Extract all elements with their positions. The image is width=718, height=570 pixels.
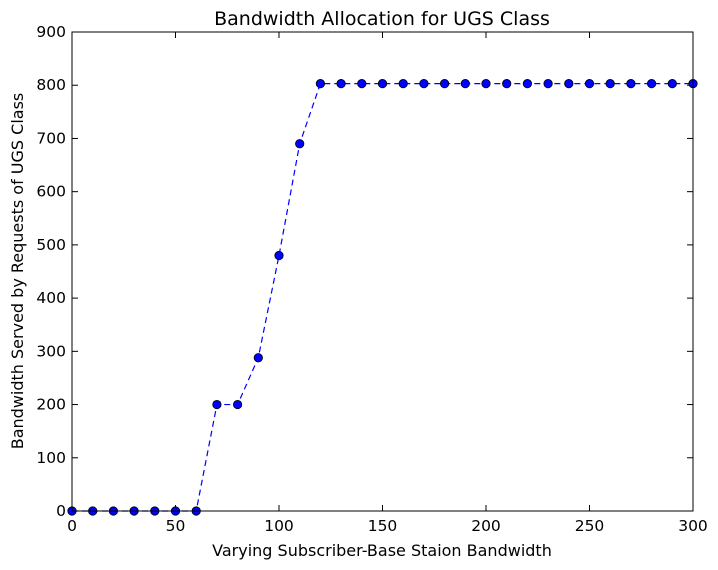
- y-tick-label: 300: [36, 342, 66, 360]
- data-point: [564, 79, 574, 89]
- data-point: [646, 79, 657, 89]
- x-axis-label: Varying Subscriber-Base Staion Bandwidth: [212, 541, 552, 560]
- series-line: [72, 83, 693, 512]
- y-tick-label: 800: [36, 76, 66, 94]
- data-point: [626, 79, 636, 89]
- data-point: [357, 79, 367, 89]
- data-point: [481, 79, 491, 89]
- x-tick-label: 300: [678, 517, 708, 535]
- y-tick-label: 900: [36, 23, 66, 41]
- data-series: [67, 79, 698, 516]
- data-point: [543, 79, 553, 89]
- plot-frame: [71, 31, 694, 512]
- y-tick-label: 700: [36, 129, 66, 147]
- data-point: [398, 79, 408, 89]
- chart-title: Bandwidth Allocation for UGS Class: [214, 8, 550, 30]
- x-tick-label: 150: [368, 517, 398, 535]
- y-tick-label: 100: [36, 449, 66, 467]
- axis-ticks: 0 50 100 150 200 250 300 0 100 200 300 400 500 600 700…: [36, 23, 707, 535]
- data-point: [295, 139, 305, 149]
- data-point: [253, 353, 263, 363]
- data-point: [502, 79, 512, 89]
- data-point: [377, 79, 388, 89]
- x-tick-label: 200: [471, 517, 501, 535]
- y-tick-label: 200: [36, 396, 66, 414]
- x-tick-label: 100: [264, 517, 294, 535]
- data-point: [233, 399, 243, 410]
- data-point: [336, 79, 346, 89]
- x-tick-label: 250: [575, 517, 605, 535]
- x-tick-label: 0: [67, 517, 77, 535]
- data-point: [460, 79, 470, 89]
- data-point: [315, 79, 325, 89]
- data-point: [605, 79, 615, 89]
- y-tick-label: 0: [56, 502, 66, 520]
- data-point: [584, 79, 595, 89]
- y-axis-label: Bandwidth Served by Requests of UGS Clas…: [8, 93, 27, 449]
- data-point: [274, 250, 284, 261]
- data-point: [439, 79, 450, 89]
- data-point: [212, 399, 222, 410]
- data-point: [667, 79, 677, 89]
- data-point: [419, 79, 429, 89]
- y-tick-label: 400: [36, 289, 66, 307]
- y-tick-label: 600: [36, 183, 66, 201]
- x-tick-label: 50: [166, 517, 186, 535]
- data-point: [522, 79, 533, 89]
- y-tick-label: 500: [36, 236, 66, 254]
